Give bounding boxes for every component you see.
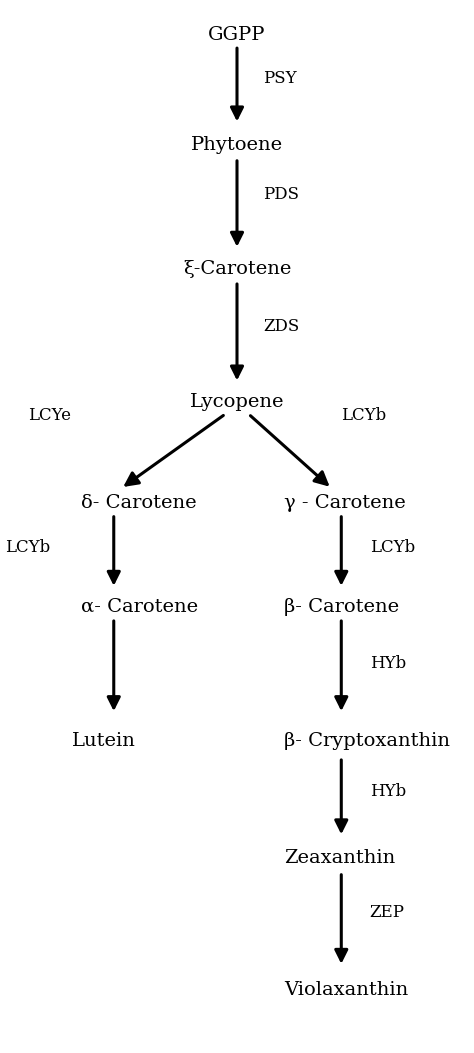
Text: LCYb: LCYb bbox=[5, 539, 50, 556]
Text: ξ-Carotene: ξ-Carotene bbox=[183, 259, 291, 278]
Text: δ- Carotene: δ- Carotene bbox=[81, 494, 196, 513]
Text: HYb: HYb bbox=[370, 783, 406, 800]
Text: β- Cryptoxanthin: β- Cryptoxanthin bbox=[284, 732, 450, 751]
Text: HYb: HYb bbox=[370, 655, 406, 672]
Text: ZEP: ZEP bbox=[370, 905, 405, 921]
Text: β- Carotene: β- Carotene bbox=[284, 597, 400, 616]
Text: PSY: PSY bbox=[263, 71, 297, 87]
Text: Phytoene: Phytoene bbox=[191, 136, 283, 155]
Text: Lycopene: Lycopene bbox=[190, 393, 284, 412]
Text: LCYb: LCYb bbox=[370, 539, 415, 556]
Text: γ - Carotene: γ - Carotene bbox=[284, 494, 406, 513]
Text: LCYe: LCYe bbox=[28, 408, 72, 424]
Text: PDS: PDS bbox=[263, 186, 299, 203]
Text: ZDS: ZDS bbox=[263, 318, 299, 335]
Text: GGPP: GGPP bbox=[208, 25, 266, 44]
Text: Lutein: Lutein bbox=[73, 732, 136, 751]
Text: Zeaxanthin: Zeaxanthin bbox=[284, 849, 396, 868]
Text: α- Carotene: α- Carotene bbox=[81, 597, 198, 616]
Text: LCYb: LCYb bbox=[341, 408, 386, 424]
Text: Violaxanthin: Violaxanthin bbox=[284, 980, 409, 999]
